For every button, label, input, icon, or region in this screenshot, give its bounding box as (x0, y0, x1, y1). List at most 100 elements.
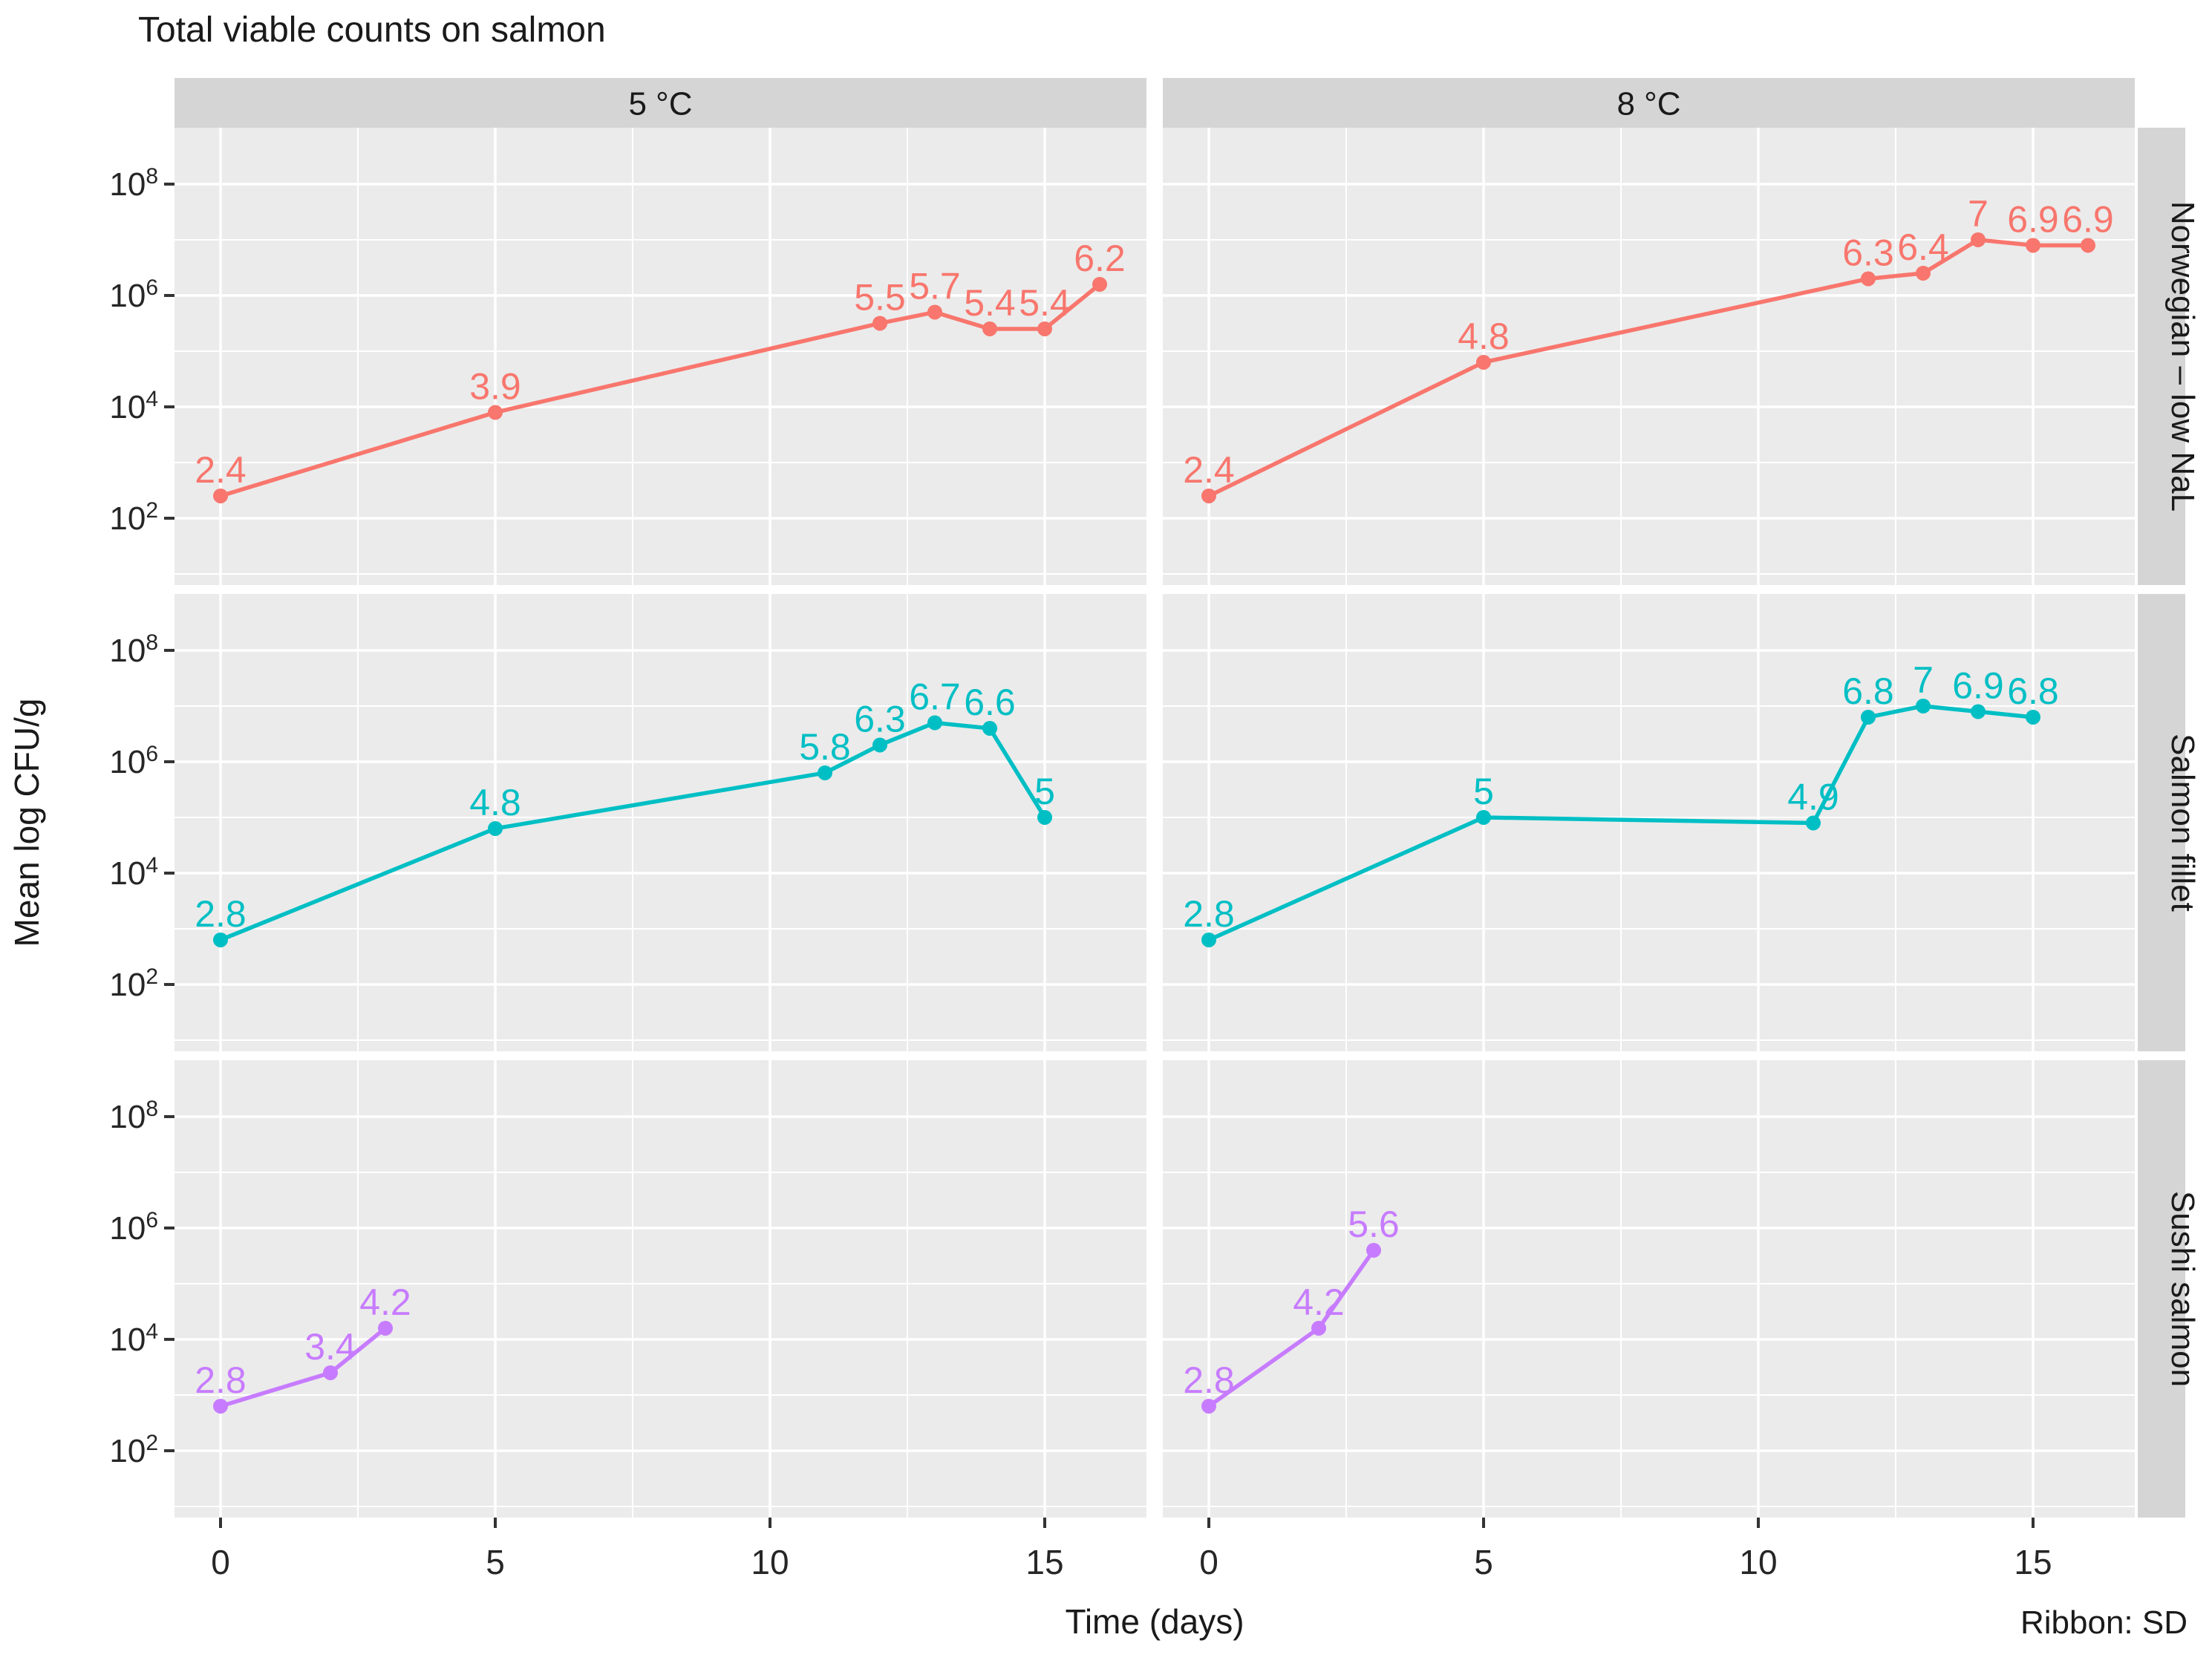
data-point (1201, 488, 1216, 503)
data-point-label: 5.4 (964, 282, 1016, 324)
data-point-label: 5.5 (854, 276, 906, 318)
data-point (378, 1320, 393, 1336)
data-point-label: 6.9 (2007, 198, 2059, 240)
data-point-label: 6.9 (2062, 198, 2114, 240)
data-point-label: 3.4 (304, 1326, 356, 1368)
data-point-label: 2.4 (1183, 449, 1235, 491)
data-point-label: 5.6 (1348, 1204, 1400, 1245)
facet-strip-right (2138, 594, 2185, 1051)
data-point-label: 2.8 (1183, 893, 1235, 935)
facet-strip-top-label: 8 °C (1616, 86, 1680, 123)
x-tick-label: 5 (1474, 1543, 1493, 1581)
data-point (1201, 1398, 1216, 1414)
data-point (1861, 709, 1876, 725)
x-tick-label: 0 (211, 1543, 230, 1581)
facet-strip-right-label: Salmon fillet (2164, 734, 2201, 912)
plot-panel (174, 128, 1146, 585)
data-point (1971, 232, 1986, 247)
data-point (1037, 321, 1052, 336)
data-point (488, 820, 503, 836)
y-tick-label: 106 (109, 275, 158, 314)
data-point-label: 6.3 (1842, 232, 1894, 273)
data-point (1861, 271, 1876, 287)
chart-generated-layer: 5 °C 8 °C Norwegian – low NaL Salmon fillet… (109, 78, 2201, 1581)
caption: Ribbon: SD (2020, 1604, 2187, 1641)
data-point (2081, 238, 2095, 253)
facet-strip-right (2138, 1060, 2185, 1518)
facet-strip-top-label: 5 °C (628, 86, 692, 123)
data-point-label: 4.9 (1787, 776, 1839, 817)
data-point (1971, 704, 1986, 719)
data-point (1037, 809, 1052, 825)
x-tick-label: 5 (486, 1543, 505, 1581)
data-point (1916, 265, 1931, 281)
data-point (1366, 1242, 1381, 1258)
x-tick-label: 15 (1025, 1543, 1063, 1581)
data-point (323, 1365, 338, 1380)
y-tick-label: 108 (109, 1097, 158, 1135)
data-point-label: 6.3 (854, 698, 906, 739)
data-point (213, 1398, 228, 1414)
facet-strip-right-label: Sushi salmon (2164, 1191, 2201, 1387)
facet-strip-right (2138, 128, 2185, 585)
data-point-label: 5 (1473, 771, 1494, 812)
y-tick-label: 104 (109, 387, 158, 425)
data-point-label: 5.4 (1019, 282, 1071, 324)
data-point (818, 765, 832, 780)
data-point (213, 932, 228, 947)
y-tick-label: 108 (109, 630, 158, 669)
data-point-label: 3.9 (469, 365, 521, 407)
y-tick-label: 106 (109, 742, 158, 780)
data-point-label: 6.7 (909, 676, 961, 717)
data-point (982, 720, 997, 736)
plot-panel (174, 594, 1146, 1051)
data-point-label: 4.2 (1293, 1281, 1345, 1323)
data-point-label: 6.2 (1074, 238, 1126, 279)
facet-strip-top (174, 78, 1146, 128)
y-axis-title: Mean log CFU/g (7, 699, 46, 947)
data-point (1311, 1320, 1326, 1336)
y-tick-label: 102 (109, 498, 158, 537)
data-point (872, 737, 887, 753)
data-point-label: 5.7 (909, 265, 961, 307)
data-point (1201, 932, 1216, 947)
data-point-label: 6.9 (1952, 664, 2004, 706)
data-point-label: 7 (1913, 659, 1934, 701)
y-tick-label: 102 (109, 964, 158, 1003)
data-point (1476, 809, 1491, 825)
data-point (1092, 276, 1107, 292)
data-point-label: 6.4 (1897, 226, 1949, 268)
plot-panel (1163, 594, 2135, 1051)
data-point (982, 321, 997, 336)
x-tick-label: 15 (2014, 1543, 2052, 1581)
y-tick-label: 106 (109, 1208, 158, 1247)
data-point-label: 2.8 (195, 893, 247, 935)
chart-title: Total viable counts on salmon (138, 10, 606, 50)
data-point-label: 5 (1034, 771, 1055, 812)
data-point (872, 316, 887, 331)
facet-strip-top (1163, 78, 2135, 128)
y-tick-label: 102 (109, 1431, 158, 1469)
plot-panel (1163, 128, 2135, 585)
data-point-label: 6.8 (2007, 670, 2059, 712)
plot-panel (174, 1060, 1146, 1518)
data-point-label: 4.8 (469, 782, 521, 823)
data-point (2026, 238, 2040, 253)
data-point-label: 2.8 (1183, 1359, 1235, 1401)
plot-panel (1163, 1060, 2135, 1518)
y-tick-label: 104 (109, 853, 158, 892)
data-point-label: 4.2 (359, 1281, 411, 1323)
y-tick-label: 104 (109, 1319, 158, 1358)
x-tick-label: 10 (751, 1543, 789, 1581)
data-point (927, 715, 942, 731)
data-point-label: 6.8 (1842, 670, 1894, 712)
data-point-label: 4.8 (1458, 316, 1510, 357)
data-point (2026, 709, 2040, 725)
facet-strip-right-label: Norwegian – low NaL (2164, 201, 2201, 512)
y-tick-label: 108 (109, 164, 158, 203)
data-point (213, 488, 228, 503)
data-point (927, 304, 942, 320)
data-point-label: 2.8 (195, 1359, 247, 1401)
